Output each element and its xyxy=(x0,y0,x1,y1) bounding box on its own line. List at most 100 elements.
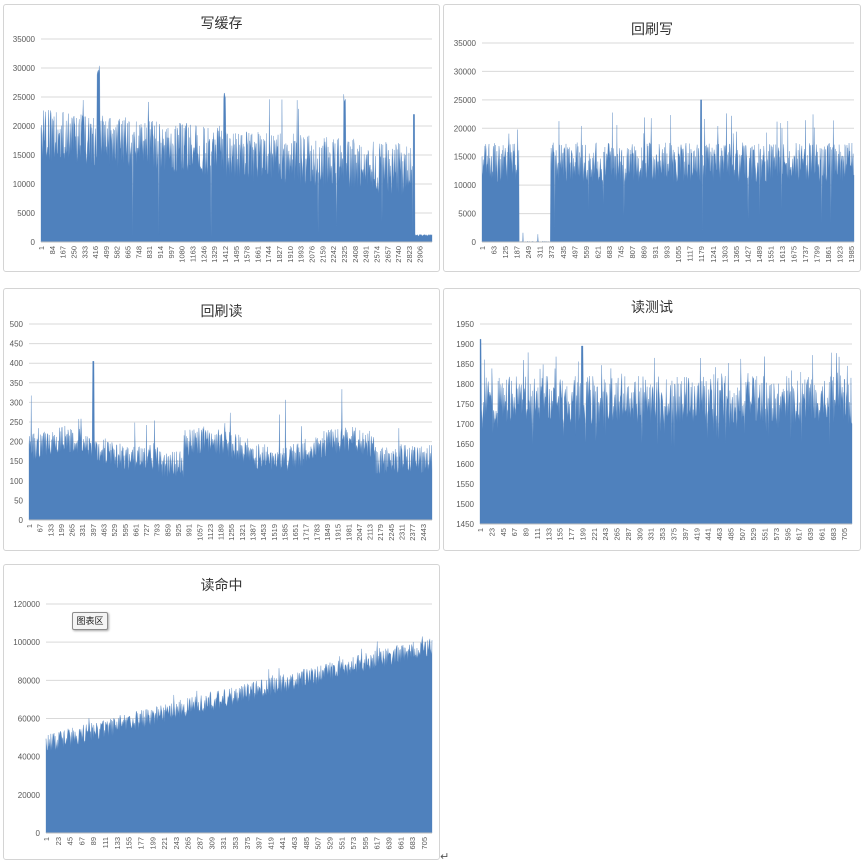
x-tick-label: 1303 xyxy=(720,246,729,263)
x-tick-label: 2906 xyxy=(416,246,425,263)
x-tick-label: 2377 xyxy=(408,524,417,541)
chart-title: 回刷写 xyxy=(631,22,673,38)
y-tick-label: 25000 xyxy=(454,96,477,105)
y-tick-label: 40000 xyxy=(18,753,41,762)
x-tick-label: 582 xyxy=(113,246,122,259)
x-tick-label: 621 xyxy=(593,246,602,259)
chart-svg: 0 20000 40000 60000 80000 100000 120000 1 23 45 67… xyxy=(13,600,433,850)
y-tick-label: 1650 xyxy=(456,440,474,449)
x-tick-label: 529 xyxy=(749,528,758,541)
y-tick-label: 35000 xyxy=(13,35,36,44)
x-tick-label: 807 xyxy=(628,246,637,259)
x-tick-label: 1387 xyxy=(249,524,258,541)
y-tick-label: 400 xyxy=(10,359,24,368)
x-tick-label: 2311 xyxy=(398,524,407,540)
x-tick-label: 221 xyxy=(590,528,599,541)
x-tick-label: 265 xyxy=(613,528,622,541)
chart-panel-read-test[interactable]: 读测试 1450 1500 1550 1600 1650 1700 1750 1800 1850… xyxy=(443,288,861,551)
x-tick-label: 265 xyxy=(68,524,77,537)
x-tick-label: 23 xyxy=(487,528,496,536)
x-tick-label: 499 xyxy=(102,246,111,259)
x-tick-label: 353 xyxy=(231,837,240,850)
x-tick-label: 991 xyxy=(185,524,194,537)
series-area xyxy=(28,361,433,521)
x-tick-label: 23 xyxy=(54,837,63,845)
x-tick-label: 1585 xyxy=(280,524,289,541)
x-tick-label: 595 xyxy=(121,524,130,537)
y-tick-label: 1550 xyxy=(456,480,474,489)
x-tick-label: 1412 xyxy=(221,246,230,263)
x-tick-label: 1321 xyxy=(238,524,247,541)
x-tick-label: 507 xyxy=(738,528,747,541)
x-tick-label: 1057 xyxy=(195,524,204,541)
x-tick-label: 167 xyxy=(59,246,68,259)
y-tick-label: 10000 xyxy=(13,180,36,189)
x-tick-label: 2242 xyxy=(329,246,338,263)
x-tick-label: 997 xyxy=(167,246,176,259)
x-tick-label: 2740 xyxy=(394,246,403,263)
x-tick-label: 1246 xyxy=(199,246,208,263)
x-tick-label: 416 xyxy=(91,246,100,259)
x-tick-label: 111 xyxy=(533,528,542,539)
x-tick-label: 485 xyxy=(726,528,735,541)
x-tick-label: 1651 xyxy=(291,524,300,541)
x-tick-label: 793 xyxy=(153,524,162,537)
x-tick-label: 199 xyxy=(57,524,66,537)
x-tick-label: 1827 xyxy=(275,246,284,263)
chart-panel-write-cache[interactable]: 写缓存 0 5000 10000 15000 20000 25000 30000 35000 1… xyxy=(3,4,440,272)
x-tick-label: 595 xyxy=(783,528,792,541)
series-area xyxy=(45,636,433,834)
x-tick-label: 529 xyxy=(325,837,334,850)
x-tick-label: 595 xyxy=(361,837,370,850)
x-tick-label: 1551 xyxy=(766,246,775,263)
y-tick-label: 100 xyxy=(10,477,24,486)
x-tick-label: 1849 xyxy=(323,524,332,541)
chart-panel-read-hit[interactable]: 读命中 0 20000 40000 60000 80000 100000 120000 1 23… xyxy=(3,564,440,860)
x-tick-label: 1578 xyxy=(243,246,252,263)
x-tick-label: 705 xyxy=(420,837,429,850)
chart-panel-flush-read[interactable]: 回刷读 0 50 100 150 200 250 300 350 400 450 500 1 67 133… xyxy=(3,288,440,551)
chart-title: 写缓存 xyxy=(200,16,243,32)
x-tick-label: 2491 xyxy=(362,246,371,263)
x-tick-label: 1717 xyxy=(302,524,311,541)
x-tick-label: 1189 xyxy=(217,524,226,540)
x-tick-label: 2245 xyxy=(387,524,396,541)
y-tick-label: 60000 xyxy=(18,715,41,724)
x-tick-label: 199 xyxy=(578,528,587,541)
chart-title: 读命中 xyxy=(200,578,243,594)
y-tick-label: 15000 xyxy=(454,153,477,162)
x-tick-label: 485 xyxy=(302,837,311,850)
chart-title: 读测试 xyxy=(631,300,673,316)
x-tick-label: 1744 xyxy=(264,246,273,263)
x-tick-label: 353 xyxy=(658,528,667,541)
x-tick-label: 683 xyxy=(408,837,417,850)
x-tick-label: 2574 xyxy=(372,246,381,263)
x-tick-label: 397 xyxy=(681,528,690,541)
x-tick-label: 133 xyxy=(46,524,55,537)
y-tick-label: 80000 xyxy=(18,676,41,685)
x-tick-label: 559 xyxy=(582,246,591,259)
x-tick-label: 287 xyxy=(624,528,633,541)
y-tick-label: 1500 xyxy=(456,500,474,509)
y-tick-label: 1800 xyxy=(456,380,474,389)
x-tick-label: 1 xyxy=(37,246,46,250)
x-tick-label: 177 xyxy=(567,528,576,541)
x-tick-label: 375 xyxy=(670,528,679,541)
x-tick-label: 419 xyxy=(266,837,275,850)
y-tick-label: 20000 xyxy=(13,122,36,131)
x-tick-label: 1055 xyxy=(674,246,683,263)
y-tick-label: 1450 xyxy=(456,520,474,529)
series-area xyxy=(40,65,433,243)
x-tick-label: 187 xyxy=(513,246,522,259)
x-tick-label: 573 xyxy=(772,528,781,541)
y-tick-label: 120000 xyxy=(13,600,40,609)
x-tick-label: 2179 xyxy=(376,524,385,541)
x-tick-label: 617 xyxy=(373,837,382,850)
x-tick-label: 397 xyxy=(255,837,264,850)
x-tick-label: 745 xyxy=(616,246,625,259)
y-tick-label: 500 xyxy=(10,320,24,329)
chart-panel-flush-write[interactable]: 回刷写 0 5000 10000 15000 20000 25000 30000 35000 1… xyxy=(443,4,861,272)
x-tick-label: 375 xyxy=(243,837,252,850)
